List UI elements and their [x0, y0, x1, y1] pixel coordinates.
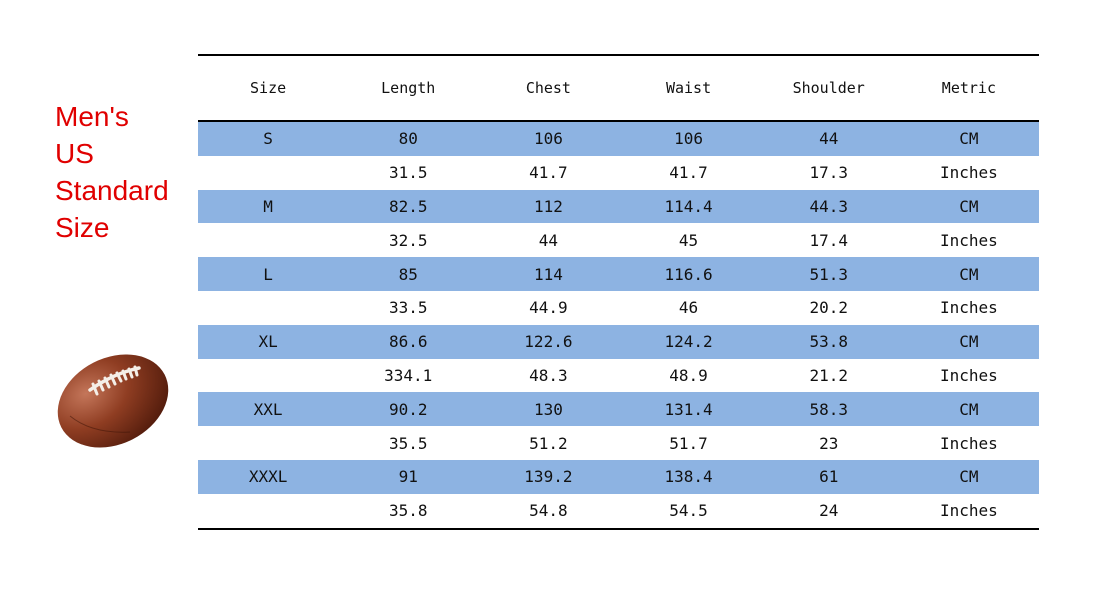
table-row: S 80 106 106 44 CM: [198, 121, 1039, 156]
chest-cell: 51.2: [478, 426, 619, 460]
waist-cell: 116.6: [618, 257, 759, 291]
length-cell: 35.8: [338, 493, 479, 529]
metric-cell: Inches: [898, 426, 1039, 460]
metric-cell: Inches: [898, 155, 1039, 190]
size-cell: [198, 493, 339, 529]
table-row: XXL 90.2 130 131.4 58.3 CM: [198, 392, 1039, 427]
shoulder-cell: 44.3: [758, 189, 899, 224]
waist-cell: 114.4: [618, 189, 759, 224]
size-cell: [198, 358, 339, 393]
waist-cell: 45: [618, 223, 759, 258]
length-cell: 85: [338, 257, 479, 291]
waist-cell: 138.4: [618, 459, 759, 494]
size-chart-table: Size Length Chest Waist Shoulder Metric …: [198, 54, 1039, 530]
waist-cell: 41.7: [618, 155, 759, 190]
table-row: 35.5 51.2 51.7 23 Inches: [198, 426, 1039, 460]
waist-cell: 48.9: [618, 358, 759, 393]
shoulder-cell: 17.4: [758, 223, 899, 258]
header-shoulder: Shoulder: [758, 55, 899, 122]
length-cell: 90.2: [338, 392, 479, 427]
shoulder-cell: 23: [758, 426, 899, 460]
chest-cell: 44.9: [478, 290, 619, 325]
shoulder-cell: 44: [758, 121, 899, 156]
shoulder-cell: 24: [758, 493, 899, 529]
size-cell: XL: [198, 324, 339, 359]
length-cell: 33.5: [338, 290, 479, 325]
chest-cell: 112: [478, 189, 619, 224]
size-cell: [198, 155, 339, 190]
chest-cell: 44: [478, 223, 619, 258]
length-cell: 86.6: [338, 324, 479, 359]
table-header-row: Size Length Chest Waist Shoulder Metric: [198, 55, 1039, 122]
size-cell: XXXL: [198, 459, 339, 494]
size-cell: M: [198, 189, 339, 224]
waist-cell: 46: [618, 290, 759, 325]
size-cell: [198, 223, 339, 258]
table-row: 35.8 54.8 54.5 24 Inches: [198, 493, 1039, 529]
header-waist: Waist: [618, 55, 759, 122]
metric-cell: Inches: [898, 493, 1039, 529]
table-row: 31.5 41.7 41.7 17.3 Inches: [198, 155, 1039, 190]
shoulder-cell: 58.3: [758, 392, 899, 427]
title-line: Standard: [55, 175, 169, 206]
waist-cell: 54.5: [618, 493, 759, 529]
size-cell: [198, 426, 339, 460]
table-row: XL 86.6 122.6 124.2 53.8 CM: [198, 324, 1039, 359]
shoulder-cell: 21.2: [758, 358, 899, 393]
chest-cell: 130: [478, 392, 619, 427]
header-size: Size: [198, 55, 339, 122]
header-length: Length: [338, 55, 479, 122]
waist-cell: 131.4: [618, 392, 759, 427]
title-line: Men's: [55, 101, 129, 132]
shoulder-cell: 51.3: [758, 257, 899, 291]
size-chart-title: Men's US Standard Size: [55, 98, 195, 246]
metric-cell: CM: [898, 189, 1039, 224]
metric-cell: CM: [898, 459, 1039, 494]
length-cell: 82.5: [338, 189, 479, 224]
american-football-icon: [57, 354, 169, 448]
metric-cell: CM: [898, 324, 1039, 359]
table-row: M 82.5 112 114.4 44.3 CM: [198, 189, 1039, 224]
title-line: US: [55, 138, 94, 169]
metric-cell: CM: [898, 121, 1039, 156]
metric-cell: Inches: [898, 290, 1039, 325]
chest-cell: 114: [478, 257, 619, 291]
shoulder-cell: 53.8: [758, 324, 899, 359]
chest-cell: 139.2: [478, 459, 619, 494]
waist-cell: 106: [618, 121, 759, 156]
metric-cell: Inches: [898, 223, 1039, 258]
metric-cell: CM: [898, 392, 1039, 427]
chest-cell: 106: [478, 121, 619, 156]
chest-cell: 54.8: [478, 493, 619, 529]
waist-cell: 124.2: [618, 324, 759, 359]
waist-cell: 51.7: [618, 426, 759, 460]
length-cell: 334.1: [338, 358, 479, 393]
shoulder-cell: 17.3: [758, 155, 899, 190]
table-row: 32.5 44 45 17.4 Inches: [198, 223, 1039, 258]
metric-cell: CM: [898, 257, 1039, 291]
title-line: Size: [55, 212, 110, 243]
shoulder-cell: 61: [758, 459, 899, 494]
header-chest: Chest: [478, 55, 619, 122]
length-cell: 31.5: [338, 155, 479, 190]
shoulder-cell: 20.2: [758, 290, 899, 325]
table-row: L 85 114 116.6 51.3 CM: [198, 257, 1039, 291]
metric-cell: Inches: [898, 358, 1039, 393]
size-cell: S: [198, 121, 339, 156]
table-row: XXXL 91 139.2 138.4 61 CM: [198, 459, 1039, 494]
size-cell: L: [198, 257, 339, 291]
length-cell: 91: [338, 459, 479, 494]
size-cell: XXL: [198, 392, 339, 427]
chest-cell: 122.6: [478, 324, 619, 359]
chest-cell: 48.3: [478, 358, 619, 393]
length-cell: 35.5: [338, 426, 479, 460]
table-row: 33.5 44.9 46 20.2 Inches: [198, 290, 1039, 325]
size-cell: [198, 290, 339, 325]
length-cell: 80: [338, 121, 479, 156]
chest-cell: 41.7: [478, 155, 619, 190]
table-row: 334.1 48.3 48.9 21.2 Inches: [198, 358, 1039, 393]
header-metric: Metric: [898, 55, 1039, 122]
length-cell: 32.5: [338, 223, 479, 258]
